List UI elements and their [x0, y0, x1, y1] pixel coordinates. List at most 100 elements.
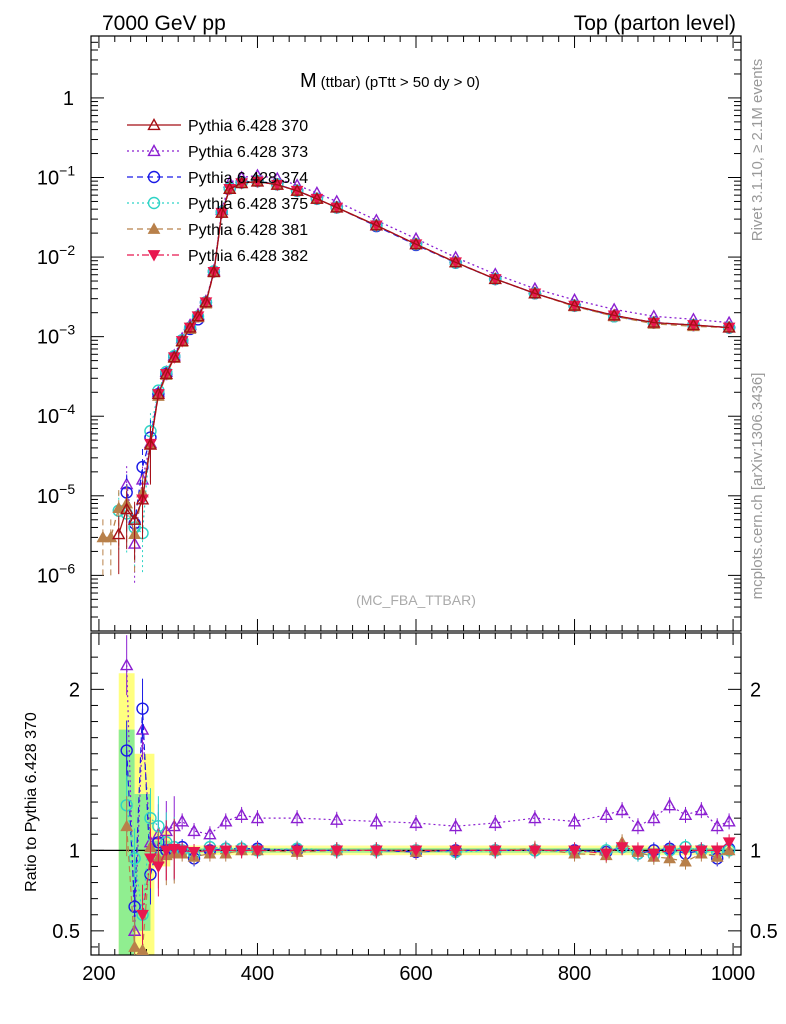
y-tick-label: 1 [63, 88, 74, 110]
legend-marker [147, 144, 161, 157]
ratio-point [219, 845, 233, 857]
legend-label: Pythia 6.428 370 [188, 118, 308, 135]
ratio-point [159, 845, 173, 857]
ratio-point [663, 845, 677, 857]
data-point [96, 530, 110, 543]
main-title: M (ttbar) (pTtt > 50 dy > 0) [300, 70, 480, 92]
legend-label: Pythia 6.428 375 [188, 196, 308, 213]
header-right: Top (parton level) [574, 12, 736, 35]
ratio-point [694, 803, 709, 816]
ratio-point [187, 847, 201, 859]
ratio-y-tick-label-right: 1 [750, 840, 761, 862]
y-tick-exponent: −4 [59, 401, 75, 417]
data-point [686, 318, 701, 331]
ratio-line [126, 708, 730, 907]
data-point [290, 183, 304, 196]
data-point [112, 527, 126, 540]
legend-entry-pythia-6-428-375: Pythia 6.428 375 [127, 196, 308, 213]
ratio-point [128, 940, 141, 952]
side-rivet: Rivet 3.1.10, ≥ 2.1M events [749, 59, 766, 242]
ratio-point [710, 845, 724, 857]
legend-label: Pythia 6.428 374 [188, 170, 308, 187]
data-point [159, 366, 173, 380]
ratio-frame [90, 632, 742, 956]
data-point [250, 174, 265, 187]
side-mcplots: mcplots.cern.ch [arXiv:1306.3436] [749, 373, 766, 600]
legend-entry-pythia-6-428-370: Pythia 6.428 370 [127, 118, 308, 135]
x-tick-label: 200 [82, 963, 115, 985]
ratio-point [187, 824, 201, 837]
ratio-point [679, 855, 692, 867]
ratio-point [330, 845, 344, 857]
data-point [151, 387, 166, 400]
y-tick-exponent: −6 [59, 560, 75, 576]
y-tick-mantissa: 10 [37, 565, 59, 587]
ratio-ylabel: Ratio to Pythia 6.428 370 [23, 712, 40, 892]
ratio-point [175, 814, 189, 827]
ratio-point [599, 848, 613, 861]
legend-entry-pythia-6-428-374: Pythia 6.428 374 [127, 170, 308, 187]
legend: Pythia 6.428 370 Pythia 6.428 373 Pythia 6… [127, 118, 308, 265]
ratio-series-pythia-6-428-382 [136, 818, 736, 945]
data-point [369, 218, 384, 231]
data-point [528, 286, 542, 299]
ratio-point [203, 845, 217, 857]
ratio-point [710, 819, 724, 832]
y-tick-exponent: −3 [59, 322, 75, 338]
y-tick-label: 10−5 [37, 481, 75, 508]
data-point [409, 237, 423, 250]
ratio-point [631, 845, 645, 857]
ratio-point [722, 837, 736, 849]
data-point [191, 309, 205, 322]
ratio-point [568, 845, 581, 857]
data-point [183, 320, 197, 333]
ratio-point [152, 861, 165, 873]
ratio-y-tick-label: 2 [69, 679, 80, 701]
ratio-point [290, 811, 304, 824]
ratio-y-tick-label-right: 2 [750, 679, 761, 701]
legend-entry-pythia-6-428-381: Pythia 6.428 381 [127, 222, 308, 239]
ratio-series-pythia-6-428-375 [120, 775, 736, 945]
main-panel: 10−610−510−410−310−210−11 [37, 35, 742, 632]
legend-entry-pythia-6-428-373: Pythia 6.428 373 [127, 144, 308, 161]
ratio-y-tick-label-right: 0.5 [750, 921, 778, 943]
ratio-point [449, 845, 462, 857]
y-tick-exponent: −5 [59, 481, 75, 497]
ratio-line [126, 805, 730, 915]
ratio-point [369, 814, 384, 827]
ratio-point [488, 816, 502, 829]
x-tick-label: 800 [558, 963, 591, 985]
legend-marker [147, 222, 161, 234]
ratio-point [290, 845, 304, 857]
ratio-point [136, 909, 149, 922]
data-point [488, 272, 502, 285]
y-tick-label: 10−4 [37, 401, 75, 428]
ratio-point [175, 845, 189, 857]
x-tick-label: 1000 [711, 963, 756, 985]
data-point [135, 492, 150, 505]
legend-label: Pythia 6.428 381 [188, 222, 308, 239]
ratio-point [219, 814, 233, 827]
ratio-point [528, 845, 542, 857]
title-main: M [300, 70, 317, 92]
ratio-point [662, 798, 677, 811]
ratio-point [409, 845, 423, 857]
ratio-point [567, 814, 582, 827]
ratio-point [615, 803, 629, 816]
data-point [310, 191, 324, 204]
y-tick-label: 10−3 [37, 322, 75, 349]
ratio-point [203, 827, 217, 840]
ratio-point [647, 848, 661, 861]
y-tick-mantissa: 10 [37, 327, 59, 349]
ratio-line [126, 665, 730, 931]
ratio-y-tick-label: 1 [69, 840, 80, 862]
ratio-point [128, 900, 141, 913]
data-point [143, 437, 158, 450]
ratio-series-pythia-6-428-373 [119, 635, 736, 955]
ratio-point [120, 819, 134, 832]
ratio-point [488, 845, 502, 857]
ratio-point [136, 702, 149, 715]
data-point [448, 255, 463, 268]
watermark: (MC_FBA_TTBAR) [356, 592, 476, 608]
